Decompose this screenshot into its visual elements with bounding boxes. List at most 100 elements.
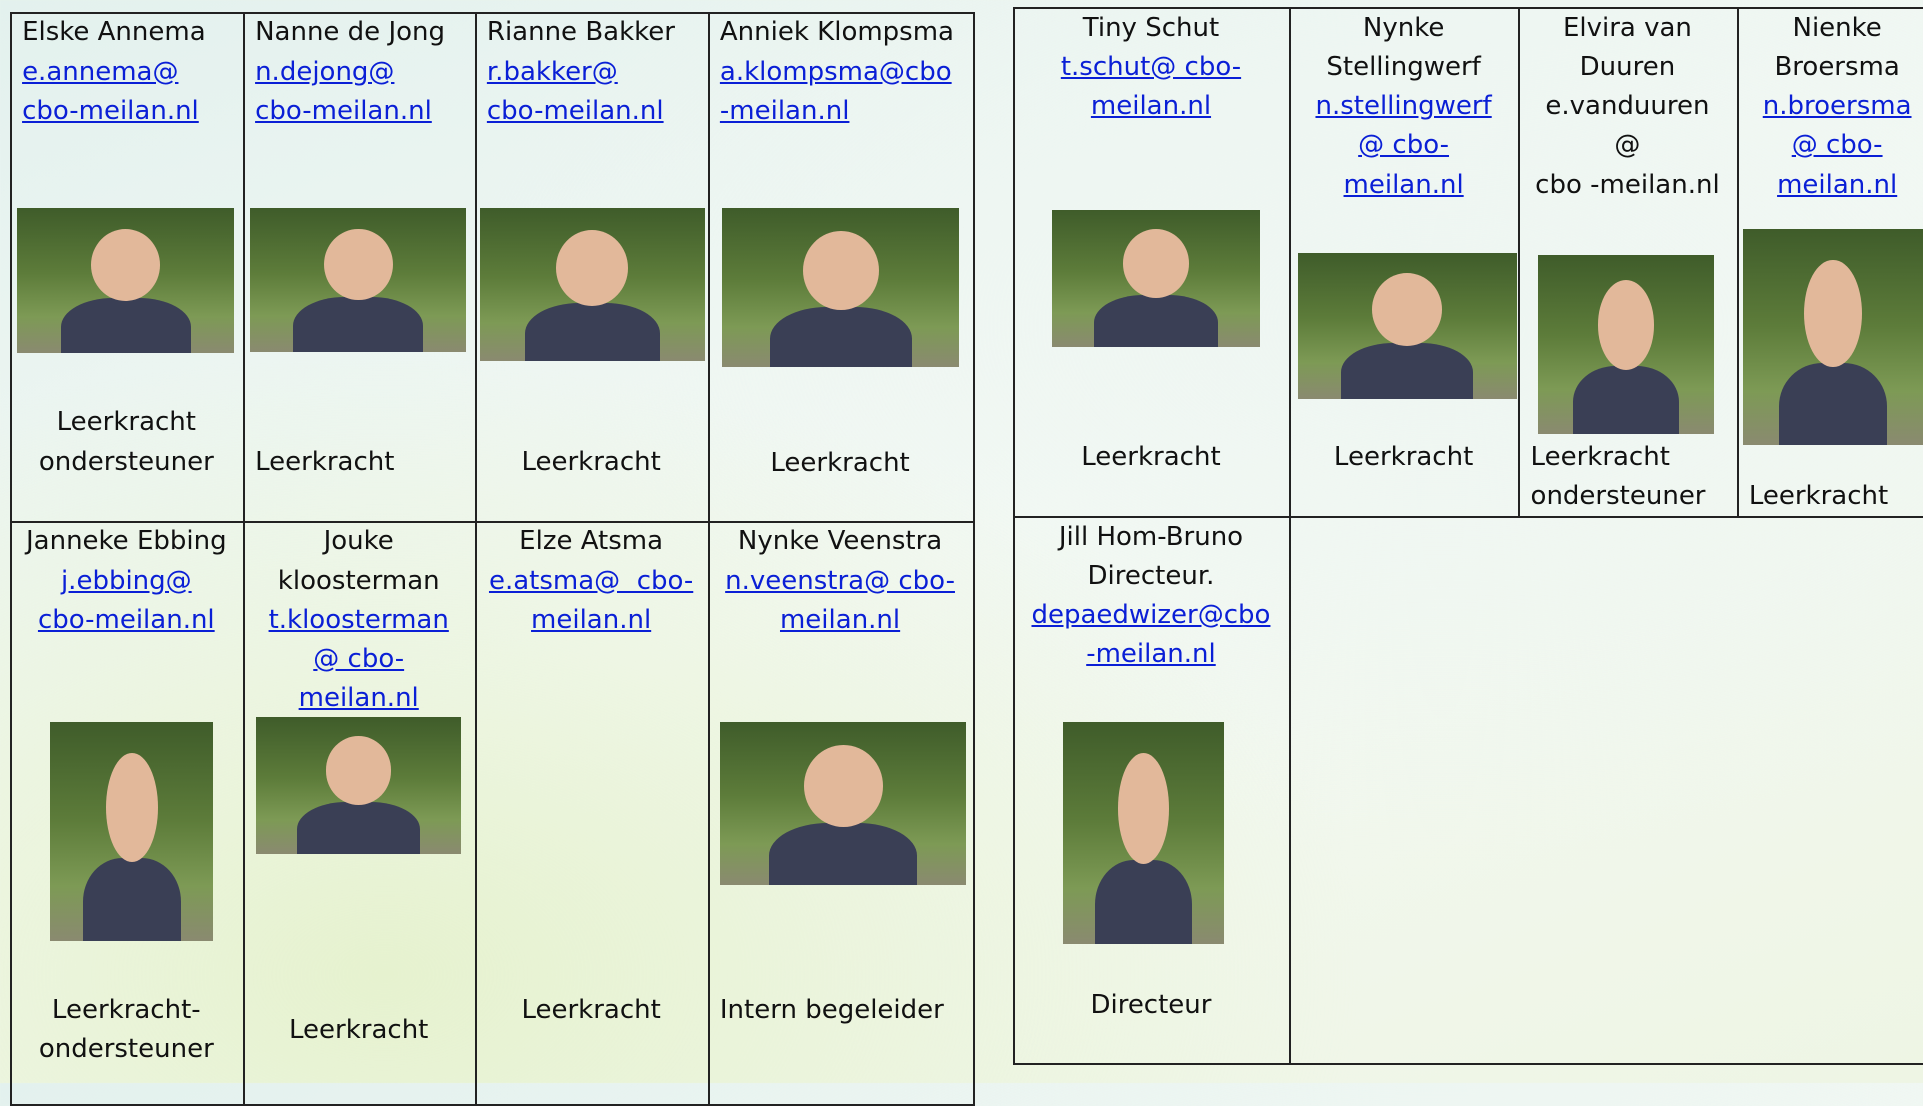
staff-name: Duuren — [1579, 51, 1676, 82]
photo-face — [325, 736, 392, 805]
staff-role: Leerkracht — [255, 446, 395, 477]
photo-face — [323, 228, 393, 301]
empty-cell — [1288, 516, 1923, 1066]
photo-body — [82, 857, 181, 941]
staff-photo — [1052, 209, 1260, 348]
photo-body — [1093, 294, 1219, 348]
photo-body — [769, 823, 918, 886]
email-link[interactable]: meilan.nl — [779, 604, 901, 635]
photo-body — [524, 302, 661, 361]
staff-photo — [1063, 722, 1224, 945]
staff-role: Leerkracht — [1333, 441, 1474, 472]
email-link[interactable]: meilan.nl — [531, 604, 652, 635]
staff-role: Leerkracht — [1530, 441, 1670, 472]
email-link[interactable]: meilan.nl — [1343, 169, 1464, 200]
email-link[interactable]: n.veenstra@ cbo- — [725, 565, 955, 596]
email-link[interactable]: meilan.nl — [1777, 169, 1898, 200]
staff-name: Broersma — [1774, 51, 1900, 82]
staff-cell — [1013, 516, 1291, 1066]
email-link[interactable]: depaedwizer@cbo — [1031, 600, 1271, 631]
email-link[interactable]: -meilan.nl — [719, 95, 850, 126]
staff-role: Leerkracht — [521, 446, 661, 477]
photo-body — [1573, 366, 1680, 435]
email-link[interactable]: a.klompsma@cbo — [719, 56, 952, 87]
staff-name: Stellingwerf — [1326, 51, 1481, 82]
staff-role: Intern begeleider — [719, 994, 944, 1025]
email-link[interactable]: @ cbo- — [313, 644, 405, 675]
photo-body — [1341, 343, 1474, 399]
staff-photo — [1297, 252, 1518, 399]
staff-photo — [256, 717, 462, 854]
staff-name: Rianne Bakker — [486, 17, 675, 48]
staff-photo — [17, 208, 235, 354]
email-link[interactable]: cbo-meilan.nl — [486, 95, 664, 126]
staff-role: ondersteuner — [38, 1034, 214, 1065]
staff-role: Leerkracht — [521, 994, 661, 1025]
staff-name: e.vanduuren — [1545, 91, 1710, 122]
staff-photo — [722, 208, 960, 367]
staff-name: Elske Annema — [22, 17, 206, 48]
photo-body — [297, 801, 421, 854]
email-link[interactable]: -meilan.nl — [1086, 639, 1216, 670]
email-link[interactable]: t.kloosterman — [268, 604, 449, 635]
email-link[interactable]: cbo-meilan.nl — [255, 95, 432, 126]
staff-role: Leerkracht — [1748, 481, 1889, 512]
staff-name: Elvira van — [1562, 12, 1692, 43]
staff-name: Anniek Klompsma — [719, 17, 954, 48]
email-link[interactable]: e.atsma@ cbo- — [488, 565, 694, 596]
staff-role: ondersteuner — [1530, 481, 1706, 512]
email-link[interactable]: cbo-meilan.nl — [37, 604, 215, 635]
staff-name: kloosterman — [277, 565, 440, 596]
email-link[interactable]: @ cbo- — [1358, 130, 1450, 161]
staff-name: Elze Atsma — [519, 526, 664, 557]
photo-body — [1095, 859, 1192, 945]
staff-name: Nienke — [1792, 12, 1882, 43]
staff-photo — [1537, 255, 1715, 435]
email-link[interactable]: n.broersma — [1762, 91, 1912, 122]
staff-photo — [719, 722, 967, 886]
photo-face — [803, 745, 883, 827]
staff-name: Nynke — [1362, 12, 1445, 43]
email-link[interactable]: meilan.nl — [298, 683, 419, 714]
photo-face — [1803, 259, 1862, 368]
staff-photo — [1742, 229, 1923, 446]
staff-photo — [250, 208, 467, 352]
staff-role: Leerkracht — [1081, 441, 1221, 472]
email-link[interactable]: n.dejong@ — [255, 56, 395, 87]
staff-role: ondersteuner — [38, 446, 214, 477]
email-link[interactable]: t.schut@ cbo- — [1060, 51, 1242, 82]
email-link[interactable]: e.annema@ — [22, 56, 179, 87]
photo-body — [293, 297, 423, 352]
photo-face — [1117, 753, 1170, 865]
email-link[interactable]: j.ebbing@ — [60, 565, 192, 596]
photo-face — [1372, 273, 1443, 347]
photo-body — [769, 306, 912, 367]
staff-role: Directeur — [1090, 990, 1212, 1021]
staff-name: Nynke Veenstra — [737, 526, 943, 557]
staff-name: Janneke Ebbing — [26, 526, 227, 557]
photo-body — [60, 298, 191, 354]
photo-face — [802, 230, 879, 310]
photo-face — [105, 752, 158, 863]
email-link[interactable]: cbo-meilan.nl — [22, 95, 199, 126]
staff-role: Leerkracht- — [51, 994, 201, 1025]
staff-photo — [479, 208, 706, 361]
email-link[interactable]: n.stellingwerf — [1315, 91, 1492, 122]
photo-face — [1597, 280, 1655, 370]
photo-face — [1122, 228, 1190, 298]
staff-name: Directeur. — [1087, 560, 1215, 591]
email-link[interactable]: meilan.nl — [1090, 91, 1212, 122]
photo-face — [90, 228, 161, 302]
staff-photo — [50, 722, 214, 941]
photo-face — [556, 229, 629, 306]
email-link[interactable]: @ cbo- — [1791, 130, 1883, 161]
staff-role: Leerkracht — [770, 447, 910, 478]
staff-name: Jouke — [323, 526, 394, 557]
staff-role: Leerkracht — [56, 407, 196, 438]
email-link[interactable]: r.bakker@ — [486, 56, 618, 87]
staff-name: cbo -meilan.nl — [1535, 169, 1720, 200]
staff-role: Leerkracht — [289, 1014, 429, 1045]
photo-body — [1778, 363, 1887, 446]
staff-cell — [1736, 7, 1923, 519]
